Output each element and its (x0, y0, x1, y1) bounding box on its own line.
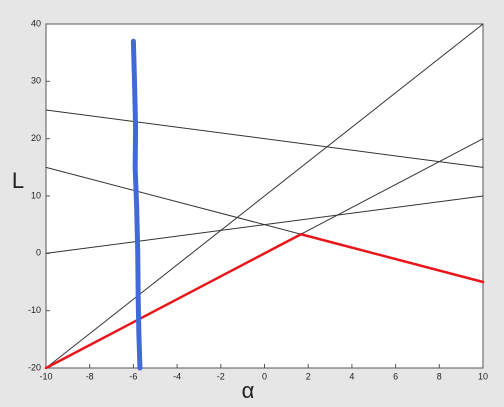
x-tick-label: 10 (478, 371, 488, 381)
x-tick-label: 0 (262, 371, 267, 381)
x-tick-label: -2 (217, 371, 225, 381)
line (44, 232, 485, 370)
x-tick-label: 4 (349, 371, 354, 381)
x-tick-label: 2 (306, 371, 311, 381)
x-tick-label: 6 (393, 371, 398, 381)
x-tick-label: -8 (86, 371, 94, 381)
y-tick-label: -10 (28, 305, 41, 315)
y-tick-label: 40 (31, 18, 41, 28)
y-tick-label: -20 (28, 362, 41, 372)
line (45, 109, 484, 168)
y-tick-label: 30 (31, 76, 41, 86)
x-axis-label: α (242, 378, 255, 403)
x-tick-label: -10 (39, 371, 52, 381)
line (45, 195, 484, 254)
x-tick-label: 8 (437, 371, 442, 381)
x-tick-label: -6 (129, 371, 137, 381)
y-tick-label: 0 (36, 248, 41, 258)
y-tick-label: 20 (31, 133, 41, 143)
line (130, 38, 143, 371)
x-tick-label: -4 (173, 371, 181, 381)
y-tick-label: 10 (31, 190, 41, 200)
line (45, 23, 484, 369)
y-axis-label: L (12, 168, 24, 193)
